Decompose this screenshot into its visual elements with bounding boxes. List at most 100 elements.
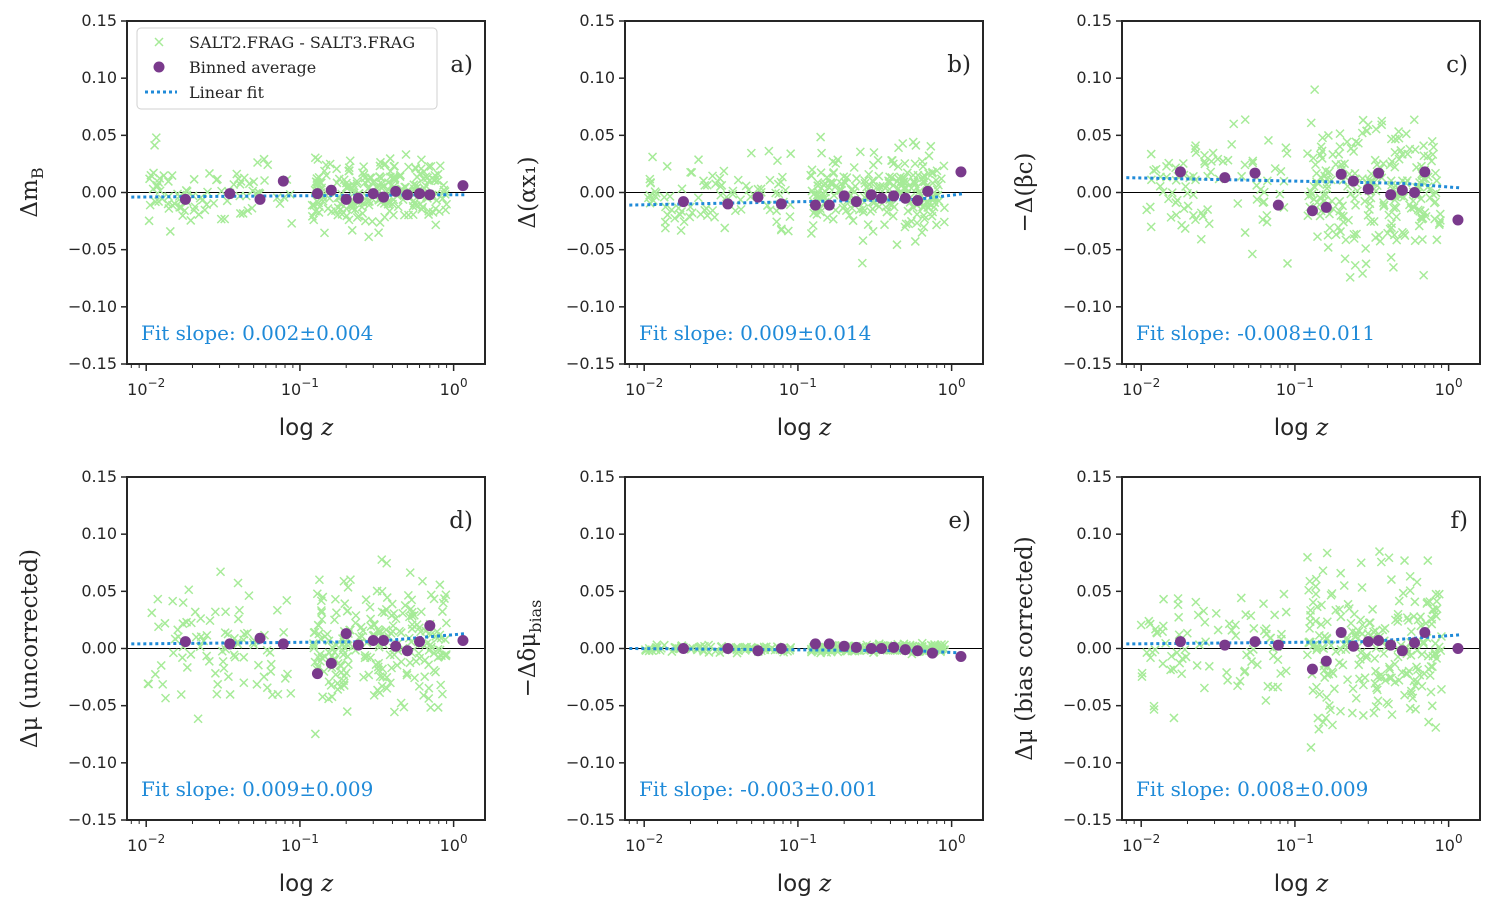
scatter-point — [667, 205, 677, 215]
scatter-point — [1312, 602, 1322, 612]
scatter-point — [411, 180, 421, 190]
binned-point — [823, 199, 835, 211]
scatter-point — [407, 611, 417, 621]
scatter-point — [342, 707, 352, 717]
scatter-point — [1400, 556, 1410, 566]
scatter-point — [317, 614, 327, 625]
scatter-point — [806, 228, 816, 238]
scatter-point — [1335, 206, 1345, 216]
binned-point — [850, 641, 862, 653]
binned-point — [1396, 184, 1408, 196]
scatter-point — [436, 680, 446, 690]
binned-point — [414, 188, 426, 200]
fit-slope-label: Fit slope: 0.009±0.009 — [141, 777, 373, 801]
scatter-point — [396, 657, 406, 667]
x-tick-label: 10−2 — [127, 832, 165, 855]
binned-point — [1362, 636, 1374, 648]
scatter-point — [202, 651, 212, 661]
scatter-point — [1423, 556, 1433, 566]
scatter-point — [780, 185, 791, 195]
scatter-point — [756, 184, 766, 194]
scatter-point — [1142, 648, 1152, 658]
scatter-point — [889, 202, 899, 212]
scatter-point — [266, 666, 276, 676]
y-tick-label: 0.15 — [579, 11, 615, 30]
scatter-point — [1266, 633, 1276, 643]
scatter-point — [1232, 681, 1243, 691]
scatter-point — [182, 662, 192, 672]
scatter-point — [424, 206, 434, 216]
scatter-point — [1412, 677, 1422, 687]
y-tick-label: −0.15 — [566, 810, 615, 829]
scatter-point — [1318, 133, 1328, 143]
scatter-point — [1343, 675, 1353, 685]
scatter-point — [1158, 659, 1168, 669]
scatter-point — [383, 178, 393, 188]
scatter-point — [419, 690, 429, 700]
fit-line — [1126, 176, 1461, 190]
y-tick-label: 0.05 — [81, 125, 117, 144]
scatter-point — [746, 148, 756, 158]
y-axis-label: Δ(αx₁) — [515, 156, 541, 228]
scatter-point — [1405, 703, 1415, 713]
scatter-point — [1252, 660, 1262, 670]
binned-point — [1347, 640, 1359, 652]
scatter-point — [410, 673, 420, 683]
scatter-point — [1166, 651, 1177, 661]
scatter-point — [1411, 662, 1422, 672]
binned-point — [224, 638, 236, 650]
y-tick-label: 0.10 — [579, 68, 615, 87]
y-tick-label: 0.05 — [1076, 125, 1112, 144]
scatter-point — [159, 171, 169, 181]
scatter-point — [1386, 176, 1396, 186]
scatter-point — [1358, 680, 1368, 690]
scatter-point — [178, 211, 188, 221]
scatter-point — [314, 629, 324, 639]
scatter-point — [1200, 617, 1210, 627]
scatter-point — [282, 669, 293, 679]
scatter-point — [221, 607, 231, 617]
binned-point — [809, 638, 821, 650]
y-tick-label: 0.05 — [579, 125, 615, 144]
scatter-point — [924, 151, 934, 161]
scatter-point — [407, 607, 417, 617]
binned-point — [179, 636, 191, 648]
scatter-point — [1199, 683, 1209, 693]
scatter-point — [1371, 666, 1381, 676]
scatter-point — [167, 200, 177, 210]
scatter-point — [1345, 272, 1355, 282]
scatter-point — [416, 155, 426, 165]
scatter-point — [1262, 176, 1272, 186]
scatter-point — [212, 174, 222, 184]
scatter-point — [1137, 668, 1147, 678]
scatter-point — [1306, 742, 1316, 752]
scatter-point — [357, 631, 367, 641]
scatter-point — [1402, 613, 1412, 623]
binned-point — [955, 651, 967, 663]
scatter-point — [1314, 724, 1324, 734]
scatter-point — [265, 647, 275, 657]
scatter-point — [1177, 669, 1187, 679]
scatter-point — [1213, 625, 1223, 635]
scatter-point — [1406, 627, 1416, 637]
scatter-point — [1206, 167, 1216, 177]
scatter-point — [1318, 717, 1328, 727]
binned-point — [378, 191, 390, 203]
scatter-point — [715, 173, 725, 183]
binned-point — [865, 189, 877, 201]
scatter-point — [702, 211, 712, 221]
scatter-point — [1164, 158, 1174, 168]
scatter-point — [424, 210, 434, 220]
scatter-point — [687, 208, 697, 218]
scatter-point — [145, 200, 155, 210]
binned-point — [752, 191, 764, 203]
scatter-point — [184, 585, 194, 595]
scatter-point — [309, 640, 319, 650]
scatter-point — [1371, 626, 1381, 636]
scatter-point — [1393, 609, 1403, 619]
scatter-point — [1213, 154, 1223, 164]
scatter-point — [817, 148, 827, 158]
scatter-point — [177, 653, 187, 663]
scatter-point — [365, 602, 375, 612]
scatter-point — [1357, 582, 1367, 593]
